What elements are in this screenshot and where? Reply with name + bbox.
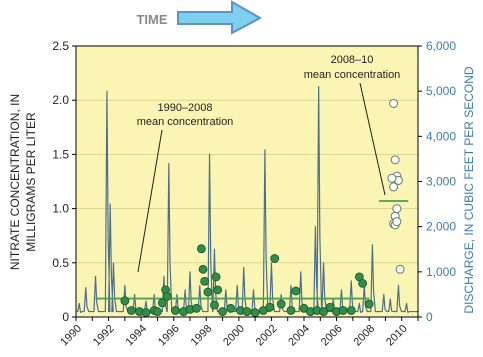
y-tick-right-label: 3,000 [426, 175, 456, 189]
sample-point-1990-2008 [126, 306, 136, 315]
x-axis: 1990 1992 1994 1996 1998 2000 2002 2004 2006 2008… [58, 317, 419, 349]
mean-lines [95, 200, 409, 300]
sample-point-1990-2008 [338, 306, 348, 315]
y-tick-left-label: 0 [62, 310, 69, 324]
sample-point-1990-2008 [286, 306, 296, 315]
sample-point-1990-2008 [170, 306, 180, 315]
x-tick-label: 2008 [351, 323, 377, 349]
y-axis-label-right: DISCHARGE, IN CUBIC FEET PER SECOND [462, 66, 476, 313]
sample-point-2008-2010 [395, 264, 405, 274]
sample-point-2008-2010 [389, 182, 399, 192]
annotation-1990-2008-leader [137, 129, 163, 273]
sample-point-1990-2008 [242, 307, 252, 316]
sample-point-1990-2008 [141, 308, 151, 318]
y-tick-left-label: 0.5 [52, 256, 69, 270]
sample-point-2008-2010 [392, 204, 402, 214]
y-tick-right-label: 6,000 [426, 39, 456, 53]
y-tick-right-label: 4,000 [426, 129, 456, 143]
y-tick-right-label: 2,000 [426, 220, 456, 234]
left-axis: 0 0.5 1.0 1.5 2.0 2.5 [52, 39, 76, 324]
y-axis-label-left-line1: NITRATE CONCENTRATION, IN [8, 94, 22, 270]
annotation-2008-2010-line2: mean concentration [304, 69, 401, 81]
sample-point-1990-2008 [213, 285, 223, 295]
samples-2008-2010 [387, 98, 405, 274]
sample-point-1990-2008 [157, 298, 167, 308]
sample-point-1990-2008 [120, 296, 130, 306]
sample-point-1990-2008 [319, 307, 328, 316]
sample-point-1990-2008 [211, 272, 221, 282]
x-tick-label: 1994 [123, 323, 149, 349]
annotation-1990-2008-line1: 1990–2008 [157, 102, 212, 114]
y-tick-left-label: 2.0 [52, 93, 69, 107]
x-tick-label: 1998 [189, 323, 215, 349]
samples-1990-2008 [120, 244, 374, 318]
sample-point-1990-2008 [226, 303, 236, 313]
sample-point-1990-2008 [203, 287, 213, 297]
sample-point-2008-2010 [389, 98, 399, 108]
sample-point-1990-2008 [364, 299, 374, 309]
time-label: TIME [136, 12, 167, 27]
y-tick-right-label: 1,000 [426, 265, 456, 279]
x-tick-label: 2006 [319, 323, 345, 349]
sample-point-1990-2008 [210, 300, 219, 310]
x-tick-label: 1996 [156, 323, 182, 349]
sample-point-2008-2010 [390, 155, 400, 165]
sample-point-1990-2008 [198, 264, 208, 274]
sample-point-1990-2008 [346, 306, 356, 315]
sample-point-1990-2008 [196, 244, 206, 254]
annotation-2008-2010-leader [359, 82, 386, 196]
sample-point-1990-2008 [291, 286, 301, 296]
x-tick-label: 1990 [58, 323, 84, 349]
sample-point-1990-2008 [250, 308, 260, 318]
y-tick-left-label: 2.5 [52, 39, 69, 53]
sample-point-1990-2008 [218, 307, 227, 316]
x-tick-label: 2010 [384, 323, 410, 349]
right-axis: 0 1,000 2,000 3,000 4,000 5,000 6,000 [418, 39, 456, 324]
annotation-1990-2008-line2: mean concentration [137, 116, 234, 128]
sample-point-2008-2010 [387, 173, 397, 183]
sample-point-1990-2008 [358, 278, 368, 288]
sample-point-1990-2008 [153, 307, 162, 316]
y-tick-right-label: 5,000 [426, 84, 456, 98]
y-axis-label-left-line2: MILLIGRAMS PER LITER [24, 112, 38, 252]
y-tick-left-label: 1.0 [52, 202, 69, 216]
sample-point-1990-2008 [270, 254, 280, 263]
time-arrow-icon [177, 0, 263, 35]
sample-point-1990-2008 [162, 292, 172, 301]
sample-point-1990-2008 [192, 303, 201, 313]
annotation-2008-2010-line1: 2008–10 [331, 54, 374, 66]
grid [76, 99, 418, 264]
plot-area [76, 46, 418, 317]
sample-point-1990-2008 [276, 299, 286, 309]
x-tick-label: 1992 [91, 323, 117, 349]
x-tick-label: 2004 [286, 323, 312, 349]
sample-point-2008-2010 [392, 217, 402, 227]
y-tick-left-label: 1.5 [52, 147, 69, 161]
sample-point-1990-2008 [325, 302, 335, 312]
x-tick-label: 2000 [221, 323, 247, 349]
sample-point-1990-2008 [265, 302, 275, 312]
y-tick-right-label: 0 [426, 310, 433, 324]
sample-point-1990-2008 [200, 276, 210, 286]
x-tick-label: 2002 [254, 323, 280, 349]
